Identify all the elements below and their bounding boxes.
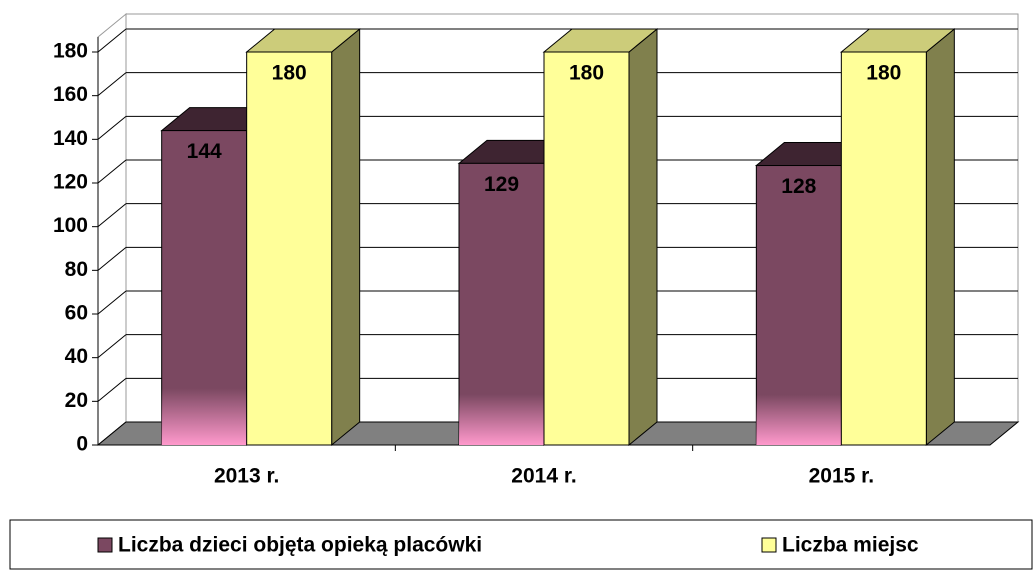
grid-line — [97, 377, 127, 402]
y-tick-label: 80 — [65, 258, 88, 281]
data-label: 129 — [484, 173, 519, 196]
y-tick-label: 160 — [53, 83, 88, 106]
y-tick-label: 0 — [76, 433, 88, 456]
x-tick-label: 2014 r. — [511, 465, 576, 488]
grid-line — [97, 246, 127, 271]
y-tick-label: 180 — [53, 40, 88, 63]
bar — [246, 51, 333, 446]
y-tick-label: 140 — [53, 127, 88, 150]
y-tick-label: 120 — [53, 171, 88, 194]
x-tick-label: 2015 r. — [809, 465, 874, 488]
x-tick-label: 2013 r. — [214, 465, 279, 488]
bar-side — [925, 27, 955, 447]
legend-swatch — [761, 537, 777, 553]
grid-line — [97, 334, 127, 359]
y-tick-label: 100 — [53, 214, 88, 237]
legend — [9, 519, 1033, 570]
grid-line — [97, 203, 127, 228]
side-wall — [97, 12, 127, 447]
data-label: 128 — [781, 175, 816, 198]
y-tick-label: 60 — [65, 302, 88, 325]
bar — [543, 51, 630, 446]
y-tick-label: 40 — [65, 345, 88, 368]
data-label: 180 — [272, 62, 307, 85]
data-label: 180 — [569, 62, 604, 85]
grid-line — [97, 72, 127, 97]
bar-gradient — [756, 165, 842, 446]
grid-line — [97, 290, 127, 315]
bar — [840, 51, 927, 446]
grid-line — [97, 159, 127, 184]
legend-swatch — [97, 537, 113, 553]
bar-gradient — [459, 163, 544, 445]
bar-gradient — [161, 130, 247, 445]
bar-side — [628, 27, 658, 447]
y-tick-label: 20 — [65, 389, 88, 412]
bar-side — [331, 27, 361, 447]
data-label: 180 — [866, 62, 901, 85]
data-label: 144 — [187, 140, 222, 163]
grid-line — [97, 28, 127, 53]
grid-line — [97, 115, 127, 140]
legend-label: Liczba miejsc — [782, 534, 919, 557]
legend-label: Liczba dzieci objęta opieką placówki — [118, 534, 482, 557]
